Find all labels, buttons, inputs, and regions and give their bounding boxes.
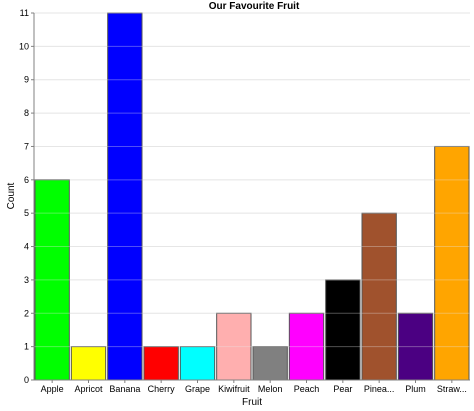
x-tick-label: Straw... [437, 384, 467, 394]
y-axis-ticks: 0 1 2 3 4 5 6 7 8 9 10 11 [19, 8, 34, 385]
x-tick-label: Grape [185, 384, 210, 394]
bar [34, 179, 70, 381]
bar [216, 312, 252, 381]
x-tick-label: Apple [41, 384, 64, 394]
y-tick-label: 3 [24, 275, 29, 285]
y-tick-label: 5 [24, 208, 29, 218]
y-tick-label: 0 [24, 375, 29, 385]
y-axis-label: Count [6, 182, 17, 209]
y-tick-label: 1 [24, 342, 29, 352]
bar [252, 346, 288, 381]
bar [361, 212, 397, 381]
x-tick-label: Plum [405, 384, 426, 394]
x-tick-label: Peach [294, 384, 320, 394]
bar [70, 346, 107, 381]
x-axis-ticks: Apple Apricot Banana Cherry Grape Kiwifruit Me… [41, 380, 467, 394]
bar [397, 312, 434, 381]
bar [325, 279, 361, 381]
x-tick-label: Cherry [148, 384, 176, 394]
x-tick-label: Pinea... [364, 384, 395, 394]
y-tick-label: 6 [24, 175, 29, 185]
bar [179, 346, 216, 381]
bars [34, 12, 470, 381]
x-tick-label: Melon [258, 384, 283, 394]
chart-title: Our Favourite Fruit [209, 1, 300, 12]
y-tick-label: 9 [24, 75, 29, 85]
y-tick-label: 10 [19, 41, 29, 51]
x-tick-label: Kiwifruit [218, 384, 250, 394]
x-tick-label: Pear [333, 384, 352, 394]
y-tick-label: 7 [24, 141, 29, 151]
y-tick-label: 2 [24, 308, 29, 318]
bar [288, 312, 325, 381]
gridlines [34, 12, 470, 348]
bar [434, 145, 470, 381]
y-tick-label: 4 [24, 242, 29, 252]
x-tick-label: Apricot [74, 384, 103, 394]
x-axis-label: Fruit [242, 397, 262, 408]
x-tick-label: Banana [109, 384, 140, 394]
bar [143, 346, 179, 381]
bar [107, 12, 143, 381]
y-tick-label: 8 [24, 108, 29, 118]
y-tick-label: 11 [20, 8, 29, 18]
